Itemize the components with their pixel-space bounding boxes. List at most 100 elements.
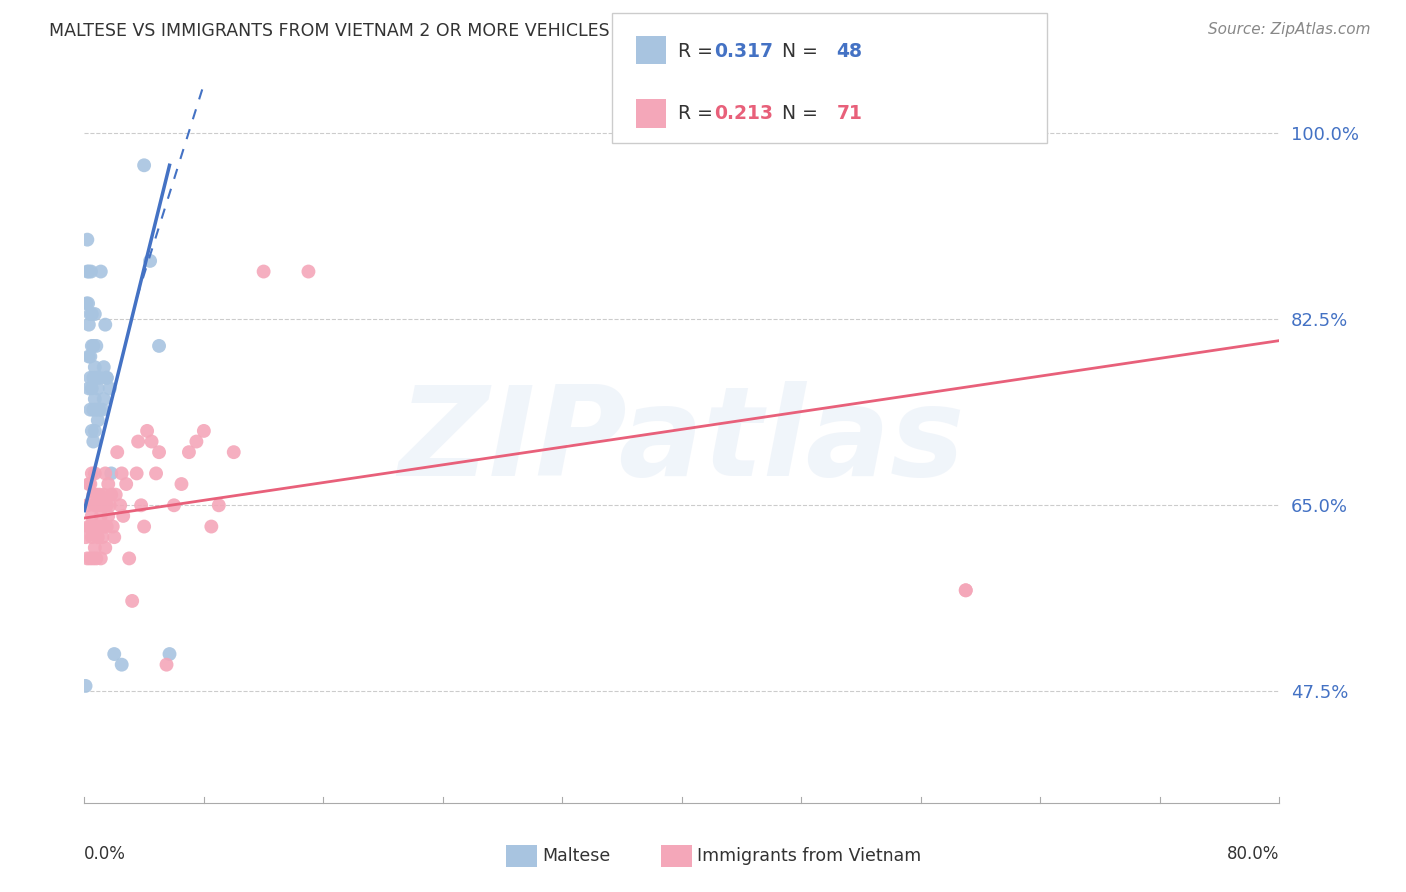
Point <box>90 508 112 523</box>
Point <box>79 477 101 491</box>
Point <box>80 339 103 353</box>
Point <box>89 402 111 417</box>
Point <box>82 371 104 385</box>
Point <box>100 488 122 502</box>
Point <box>155 657 177 672</box>
Point <box>111 657 134 672</box>
Point <box>148 445 170 459</box>
Text: 0.0%: 0.0% <box>84 846 127 863</box>
Point <box>75 679 97 693</box>
Point <box>79 402 101 417</box>
Point <box>89 488 111 502</box>
Point <box>94 467 117 481</box>
Point <box>101 519 124 533</box>
Point <box>82 339 104 353</box>
Point <box>77 264 100 278</box>
Text: 48: 48 <box>837 42 862 62</box>
Text: Maltese: Maltese <box>543 847 612 865</box>
Point <box>86 551 108 566</box>
Point <box>86 488 108 502</box>
Text: Immigrants from Vietnam: Immigrants from Vietnam <box>697 847 921 865</box>
Point <box>115 477 138 491</box>
Text: 0.213: 0.213 <box>714 103 773 123</box>
Point <box>93 519 115 533</box>
Text: MALTESE VS IMMIGRANTS FROM VIETNAM 2 OR MORE VEHICLES IN HOUSEHOLD CORRELATION C: MALTESE VS IMMIGRANTS FROM VIETNAM 2 OR … <box>49 22 945 40</box>
Point <box>129 498 152 512</box>
Point <box>80 424 103 438</box>
Point <box>132 158 156 172</box>
Point <box>79 307 101 321</box>
Point <box>82 488 104 502</box>
Point <box>222 445 245 459</box>
Point <box>80 530 103 544</box>
Point <box>98 498 121 512</box>
Point <box>80 467 103 481</box>
Point <box>80 381 103 395</box>
Point <box>83 467 105 481</box>
Point <box>86 339 108 353</box>
Point <box>76 264 98 278</box>
Point <box>955 583 977 598</box>
Point <box>145 467 167 481</box>
Text: 71: 71 <box>837 103 862 123</box>
Point <box>93 360 115 375</box>
Point <box>96 498 118 512</box>
Point <box>163 498 186 512</box>
Point <box>83 360 105 375</box>
Point <box>170 477 193 491</box>
Point <box>96 519 118 533</box>
Point <box>200 519 222 533</box>
Point <box>77 381 100 395</box>
Point <box>89 371 111 385</box>
Point <box>86 519 108 533</box>
Point <box>77 519 100 533</box>
Point <box>80 307 103 321</box>
Point <box>90 551 112 566</box>
Point <box>125 467 148 481</box>
Text: ZIPatlas: ZIPatlas <box>399 381 965 502</box>
Point <box>105 445 128 459</box>
Point <box>79 519 101 533</box>
Point <box>83 541 105 555</box>
Point <box>83 519 105 533</box>
Point <box>83 424 105 438</box>
Point <box>77 477 100 491</box>
Point <box>104 488 127 502</box>
Point <box>83 498 105 512</box>
Point <box>80 264 103 278</box>
Point <box>208 498 231 512</box>
Point <box>121 594 143 608</box>
Text: N =: N = <box>770 103 824 123</box>
Point <box>94 541 117 555</box>
Point <box>955 583 977 598</box>
Point <box>83 392 105 406</box>
Point <box>96 371 118 385</box>
Point <box>139 254 162 268</box>
Point <box>87 498 110 512</box>
Text: N =: N = <box>770 42 824 62</box>
Point <box>103 647 125 661</box>
Point <box>141 434 163 449</box>
Point <box>76 498 98 512</box>
Point <box>98 381 121 395</box>
Text: Source: ZipAtlas.com: Source: ZipAtlas.com <box>1208 22 1371 37</box>
Point <box>87 530 110 544</box>
Text: R =: R = <box>678 42 718 62</box>
Point <box>177 445 200 459</box>
Point <box>186 434 208 449</box>
Point <box>91 530 114 544</box>
Point <box>83 307 105 321</box>
Text: 80.0%: 80.0% <box>1227 846 1279 863</box>
Point <box>111 467 134 481</box>
Point <box>76 296 98 310</box>
Point <box>112 508 135 523</box>
Point <box>94 498 117 512</box>
Text: R =: R = <box>678 103 718 123</box>
Point <box>79 350 101 364</box>
Point <box>103 530 125 544</box>
Point <box>77 296 100 310</box>
Point <box>97 477 120 491</box>
Point <box>132 519 156 533</box>
Point <box>87 381 110 395</box>
Point <box>97 508 120 523</box>
